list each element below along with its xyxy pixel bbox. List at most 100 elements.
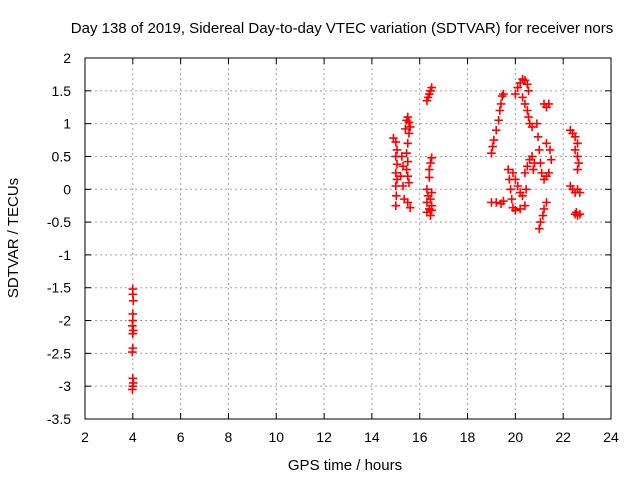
data-point (402, 165, 411, 174)
data-point (573, 152, 582, 161)
data-point (538, 211, 548, 220)
y-tick-label: -1.5 (47, 280, 71, 296)
data-point (506, 184, 515, 194)
data-point (496, 99, 506, 109)
data-point (422, 184, 432, 194)
y-tick-label: -1 (59, 247, 72, 263)
data-point (520, 168, 530, 178)
data-point (544, 99, 554, 109)
data-point (128, 321, 137, 331)
data-point (403, 112, 413, 122)
x-tick-label: 24 (603, 429, 619, 445)
data-point (128, 296, 138, 306)
data-point (523, 106, 532, 115)
data-point (542, 139, 551, 148)
data-point (542, 198, 551, 207)
data-point (570, 132, 580, 142)
data-point (391, 181, 401, 191)
data-point (426, 211, 435, 220)
data-point (424, 173, 434, 182)
data-point (392, 160, 402, 169)
data-point (511, 205, 520, 215)
data-point (427, 153, 436, 163)
data-point (422, 96, 432, 105)
data-point (422, 198, 432, 207)
data-point (392, 145, 402, 155)
y-tick-label: -3.5 (47, 411, 71, 427)
data-point (503, 165, 513, 174)
data-point (398, 162, 408, 171)
data-point (423, 93, 433, 102)
data-point (536, 217, 545, 227)
axis-ticks: 2 4 6 8 10 12 14 16 18 20 22 2421.510.50-0.5-1-1.5-… (47, 50, 619, 445)
data-point (403, 157, 413, 167)
data-point (532, 119, 542, 128)
data-point (404, 178, 414, 188)
data-point (391, 191, 401, 201)
data-point (511, 89, 520, 99)
data-point (399, 194, 409, 204)
x-tick-label: 14 (364, 429, 380, 445)
data-point (524, 112, 533, 122)
data-point (488, 142, 497, 151)
x-tick-label: 12 (316, 429, 332, 445)
data-points (128, 74, 585, 394)
data-point (402, 148, 411, 158)
chart-title: Day 138 of 2019, Sidereal Day-to-day VTE… (71, 20, 613, 37)
plot-frame (84, 57, 612, 420)
data-point (404, 129, 414, 138)
data-point (489, 135, 499, 145)
data-point (546, 155, 556, 165)
data-point (427, 201, 436, 210)
data-point (545, 145, 555, 155)
data-point (575, 188, 585, 197)
data-point (391, 201, 401, 210)
data-point (528, 165, 538, 174)
data-point (491, 125, 501, 135)
x-tick-label: 6 (177, 429, 185, 445)
data-point (544, 168, 554, 178)
data-point (487, 148, 496, 158)
x-tick-label: 22 (555, 429, 571, 445)
data-point (491, 198, 501, 207)
data-point (403, 171, 413, 181)
data-point (530, 158, 539, 168)
data-point (520, 99, 530, 109)
data-point (527, 152, 537, 161)
y-tick-label: -2.5 (47, 345, 71, 361)
data-point (401, 124, 410, 134)
data-point (391, 137, 401, 147)
x-tick-label: 16 (412, 429, 428, 445)
x-tick-label: 8 (225, 429, 233, 445)
y-tick-label: 0.5 (52, 148, 72, 164)
data-point (391, 168, 401, 178)
data-point (494, 116, 503, 125)
x-tick-label: 18 (460, 429, 476, 445)
data-point (499, 89, 508, 99)
data-point (533, 132, 543, 142)
y-tick-label: -0.5 (47, 214, 71, 230)
data-point (495, 106, 505, 115)
data-point (128, 329, 138, 338)
data-point (511, 175, 520, 184)
data-point (518, 93, 527, 102)
grid (85, 58, 611, 419)
data-point (403, 198, 413, 207)
data-point (427, 188, 436, 197)
x-tick-label: 10 (268, 429, 284, 445)
data-point (508, 168, 518, 178)
y-axis-label: SDTVAR / TECUs (5, 178, 22, 298)
y-tick-label: -3 (59, 378, 72, 394)
data-point (521, 184, 531, 194)
data-point (570, 145, 580, 155)
y-tick-label: 1.5 (52, 83, 72, 99)
x-tick-label: 2 (81, 429, 89, 445)
data-point (422, 207, 432, 217)
data-point (424, 165, 434, 174)
data-point (507, 194, 517, 204)
x-axis-label: GPS time / hours (288, 457, 402, 474)
x-tick-label: 4 (129, 429, 137, 445)
data-point (396, 171, 405, 181)
data-point (573, 139, 582, 148)
